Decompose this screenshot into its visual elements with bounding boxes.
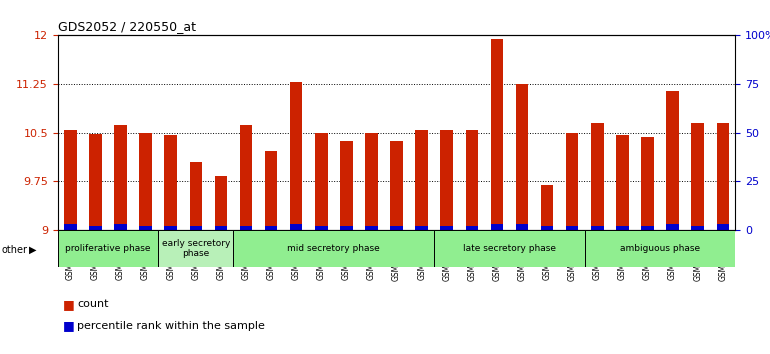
Bar bbox=[434, 230, 584, 267]
Bar bbox=[58, 230, 158, 267]
Text: proliferative phase: proliferative phase bbox=[65, 244, 151, 253]
Bar bbox=[114, 125, 127, 230]
Bar bbox=[541, 185, 554, 230]
Bar bbox=[315, 226, 327, 230]
Bar bbox=[265, 226, 277, 230]
Bar bbox=[490, 39, 504, 230]
Bar bbox=[239, 226, 253, 230]
Bar bbox=[466, 226, 478, 230]
Bar bbox=[189, 162, 202, 230]
Bar bbox=[440, 226, 453, 230]
Bar bbox=[691, 226, 704, 230]
Bar bbox=[591, 123, 604, 230]
Bar bbox=[541, 226, 554, 230]
Bar bbox=[466, 130, 478, 230]
Bar bbox=[566, 226, 578, 230]
Text: ■: ■ bbox=[63, 298, 75, 311]
Bar bbox=[365, 133, 378, 230]
Bar bbox=[415, 130, 428, 230]
Text: late secretory phase: late secretory phase bbox=[463, 244, 556, 253]
Text: mid secretory phase: mid secretory phase bbox=[287, 244, 380, 253]
Bar bbox=[717, 224, 729, 230]
Bar bbox=[591, 226, 604, 230]
Bar bbox=[189, 226, 202, 230]
Bar bbox=[290, 224, 303, 230]
Text: count: count bbox=[77, 299, 109, 309]
Bar bbox=[666, 91, 679, 230]
Text: GDS2052 / 220550_at: GDS2052 / 220550_at bbox=[58, 20, 196, 33]
Bar bbox=[315, 133, 327, 230]
Bar bbox=[340, 141, 353, 230]
Bar bbox=[340, 226, 353, 230]
Bar bbox=[516, 84, 528, 230]
Bar bbox=[691, 123, 704, 230]
Bar bbox=[440, 130, 453, 230]
Text: ■: ■ bbox=[63, 319, 75, 332]
Text: early secretory
phase: early secretory phase bbox=[162, 239, 230, 258]
Bar bbox=[139, 226, 152, 230]
Bar bbox=[616, 135, 628, 230]
Bar bbox=[64, 224, 76, 230]
Bar bbox=[265, 151, 277, 230]
Bar bbox=[290, 82, 303, 230]
Bar bbox=[641, 137, 654, 230]
Text: ▶: ▶ bbox=[29, 245, 37, 255]
Bar bbox=[215, 176, 227, 230]
Bar bbox=[490, 224, 504, 230]
Bar bbox=[415, 226, 428, 230]
Bar bbox=[239, 125, 253, 230]
Bar bbox=[165, 226, 177, 230]
Text: percentile rank within the sample: percentile rank within the sample bbox=[77, 321, 265, 331]
Text: other: other bbox=[2, 245, 28, 255]
Bar bbox=[89, 134, 102, 230]
Bar bbox=[64, 130, 76, 230]
Bar bbox=[584, 230, 735, 267]
Bar bbox=[365, 226, 378, 230]
Bar bbox=[616, 226, 628, 230]
Bar bbox=[233, 230, 434, 267]
Text: ambiguous phase: ambiguous phase bbox=[620, 244, 700, 253]
Bar bbox=[215, 226, 227, 230]
Bar bbox=[89, 226, 102, 230]
Bar bbox=[390, 226, 403, 230]
Bar bbox=[114, 224, 127, 230]
Bar bbox=[158, 230, 233, 267]
Bar bbox=[717, 123, 729, 230]
Bar bbox=[566, 133, 578, 230]
Bar bbox=[641, 226, 654, 230]
Bar bbox=[516, 224, 528, 230]
Bar bbox=[666, 224, 679, 230]
Bar bbox=[390, 141, 403, 230]
Bar bbox=[165, 135, 177, 230]
Bar bbox=[139, 133, 152, 230]
